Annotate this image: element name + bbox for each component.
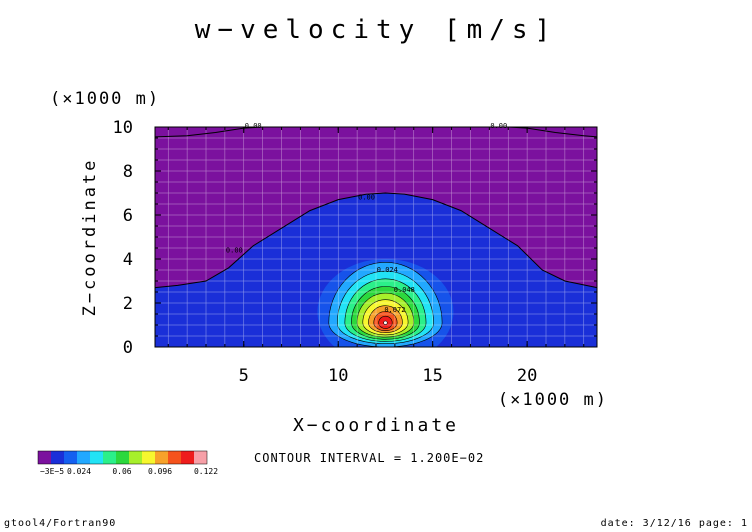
- contour-label: 0.00: [358, 194, 375, 202]
- axes: [155, 126, 597, 348]
- chart-title: w−velocity [m/s]: [195, 15, 557, 45]
- zero-contour-line: [154, 192, 598, 289]
- x-tick-label: 5: [239, 366, 249, 386]
- grid: [155, 127, 597, 347]
- y-tick-label: 4: [123, 250, 133, 270]
- colorbar: −3E−5 0.024 0.06 0.096 0.122: [37, 450, 218, 476]
- footer-right: date: 3/12/16 page: 1: [601, 518, 748, 529]
- colorbar-swatch: [129, 451, 142, 464]
- y-tick-label: 8: [123, 162, 133, 182]
- y-tick-label: 6: [123, 206, 133, 226]
- contour-label: 0.00: [490, 122, 507, 130]
- x-tick-label: 15: [422, 366, 442, 386]
- y-axis-label: Z−coordinate: [80, 158, 100, 317]
- x-tick-label: 20: [517, 366, 537, 386]
- footer-left: gtool4/Fortran90: [4, 518, 116, 529]
- y-unit-label: (×1000 m): [50, 89, 160, 109]
- contour-interval-text: CONTOUR INTERVAL = 1.200E−02: [254, 451, 484, 465]
- colorbar-swatch: [155, 451, 168, 464]
- contour-label: 0.00: [226, 246, 243, 254]
- colorbar-swatch: [116, 451, 129, 464]
- colorbar-swatch: [64, 451, 77, 464]
- contour-label: 0.048: [394, 286, 415, 294]
- maximum-marker: [383, 320, 388, 325]
- colorbar-swatch: [194, 451, 207, 464]
- x-axis-label: X−coordinate: [293, 415, 459, 436]
- colorbar-tick-label: 0.06: [112, 467, 131, 476]
- x-tick-label: 10: [328, 366, 348, 386]
- y-tick-label: 2: [123, 294, 133, 314]
- colorbar-swatch: [103, 451, 116, 464]
- contour-label: 0.00: [245, 122, 262, 130]
- colorbar-swatch: [90, 451, 103, 464]
- x-unit-label: (×1000 m): [498, 390, 608, 410]
- colorbar-tick-label: 0.122: [194, 467, 218, 476]
- colorbar-tick-label: −3E−5: [40, 467, 64, 476]
- colorbar-tick-label: 0.096: [148, 467, 172, 476]
- colorbar-frame: [37, 450, 208, 465]
- colorbar-tick-label: 0.024: [67, 467, 91, 476]
- contour-label: 0.072: [384, 306, 405, 314]
- colorbar-swatch: [168, 451, 181, 464]
- y-tick-label: 0: [123, 338, 133, 358]
- y-tick-label: 10: [113, 118, 133, 138]
- contour-label: 0.024: [377, 266, 398, 274]
- colorbar-swatch: [38, 451, 51, 464]
- colorbar-swatch: [181, 451, 194, 464]
- colorbar-swatch: [142, 451, 155, 464]
- colorbar-swatch: [51, 451, 64, 464]
- colorbar-swatch: [77, 451, 90, 464]
- plot-area: 0.00 0.00 0.00 0.00 0.024 0.048 0.072 5 10 15 20 0 2…: [113, 118, 598, 386]
